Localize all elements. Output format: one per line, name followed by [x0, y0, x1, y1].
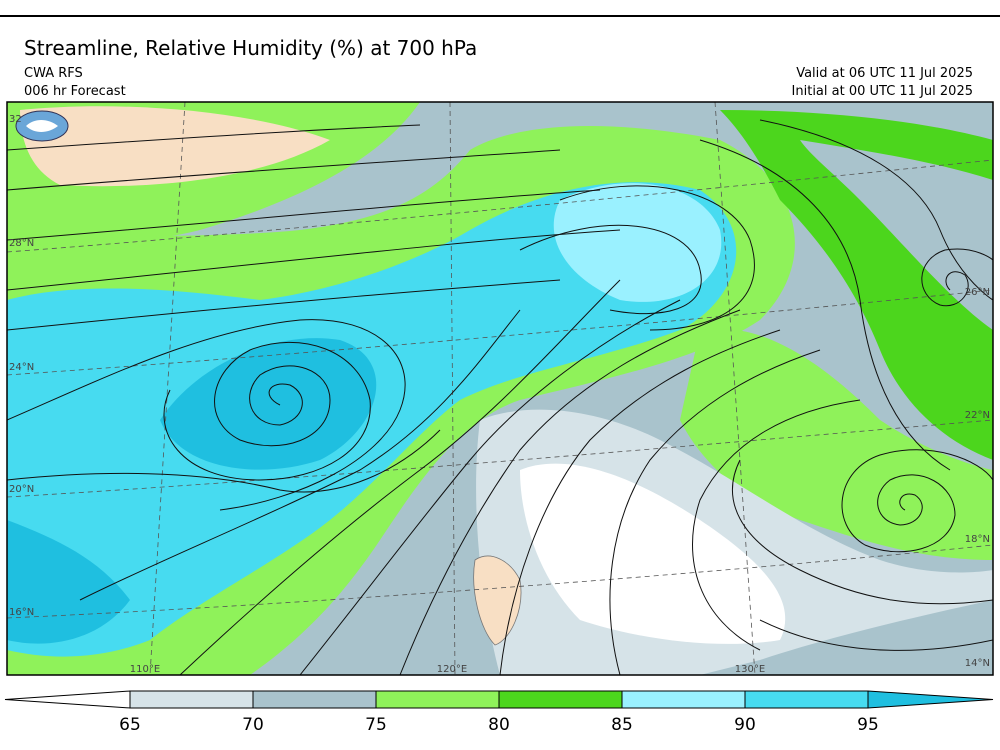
colorbar-bin [498, 690, 623, 709]
colorbar-over [867, 690, 994, 709]
valid-time: Valid at 06 UTC 11 Jul 2025 [796, 66, 973, 81]
lat-label: 24°N [9, 362, 34, 373]
title: Streamline, Relative Humidity (%) at 700… [24, 36, 477, 60]
lon-label: 120°E [437, 664, 467, 675]
lat-label: 18°N [965, 534, 990, 545]
colorbar-bin [621, 690, 746, 709]
initial-time: Initial at 00 UTC 11 Jul 2025 [792, 84, 973, 99]
lat-label: 28°N [9, 238, 34, 249]
lat-label: 26°N [965, 287, 990, 298]
colorbar-bin [375, 690, 500, 709]
lat-label: 22°N [965, 410, 990, 421]
colorbar-label: 95 [857, 715, 879, 735]
model: CWA RFS [24, 66, 83, 81]
lat-label: 14°N [965, 658, 990, 669]
colorbar-bin [252, 690, 377, 709]
map-frame [6, 101, 994, 676]
colorbar-bin [129, 690, 254, 709]
graticule-labels: 32 28°N 24°N 20°N 16°N 26°N 22°N 18°N 14°N 110°E 1… [9, 114, 990, 675]
colorbar-label: 65 [119, 715, 141, 735]
colorbar-label: 85 [611, 715, 633, 735]
forecast-hour: 006 hr Forecast [24, 84, 126, 99]
lat-label: 16°N [9, 607, 34, 618]
colorbar-under [4, 690, 131, 709]
colorbar-label: 70 [242, 715, 264, 735]
colorbar: 65 70 75 80 85 90 95 [4, 690, 994, 735]
lat-label: 32 [9, 114, 22, 125]
colorbar-label: 90 [734, 715, 756, 735]
lon-label: 130°E [735, 664, 765, 675]
lat-label: 20°N [9, 484, 34, 495]
lon-label: 110°E [130, 664, 160, 675]
colorbar-label: 75 [365, 715, 387, 735]
streamlines [7, 119, 993, 675]
colorbar-label: 80 [488, 715, 510, 735]
colorbar-bin [744, 690, 869, 709]
map-area [7, 102, 993, 675]
